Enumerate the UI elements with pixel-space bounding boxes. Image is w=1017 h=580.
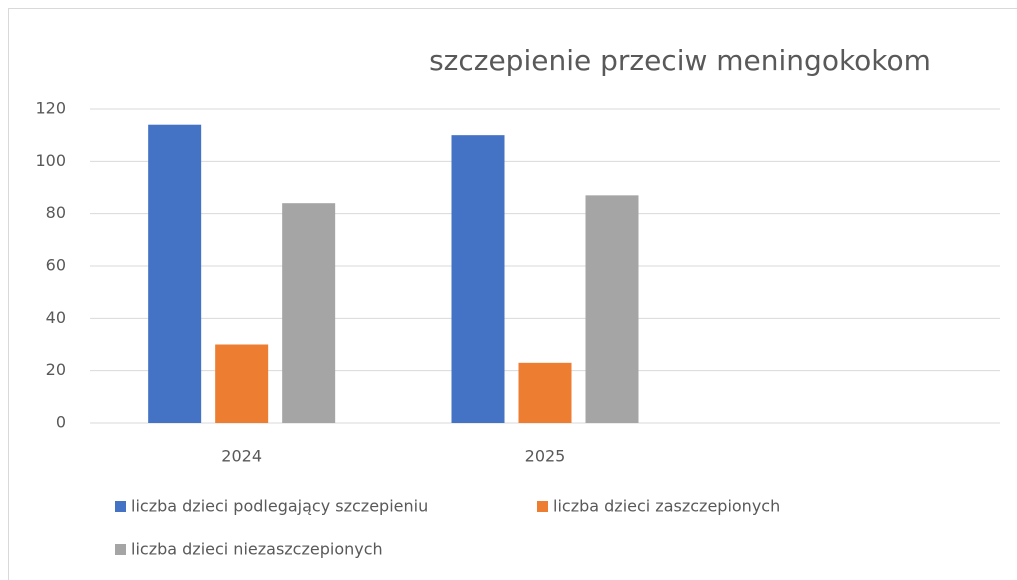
bar <box>215 344 269 423</box>
y-tick-label: 60 <box>46 256 66 275</box>
legend-swatch <box>115 501 126 512</box>
x-tick-label: 2025 <box>525 447 566 466</box>
bar <box>148 124 202 423</box>
legend-label: liczba dzieci podlegający szczepieniu <box>131 497 428 516</box>
y-tick-label: 40 <box>46 308 66 327</box>
y-tick-label: 0 <box>56 413 66 432</box>
x-tick-label: 2024 <box>221 447 262 466</box>
legend-swatch <box>115 544 126 555</box>
legend-swatch <box>537 501 548 512</box>
y-tick-label: 80 <box>46 203 66 222</box>
legend-label: liczba dzieci niezaszczepionych <box>131 540 383 559</box>
bar <box>518 362 572 423</box>
y-tick-label: 100 <box>35 151 66 170</box>
bar <box>282 203 336 423</box>
bar <box>585 195 639 423</box>
legend-label: liczba dzieci zaszczepionych <box>553 497 780 516</box>
chart-title: szczepienie przeciw meningokokom <box>429 44 931 77</box>
y-tick-label: 120 <box>35 99 66 118</box>
y-tick-label: 20 <box>46 360 66 379</box>
bar <box>451 135 505 423</box>
